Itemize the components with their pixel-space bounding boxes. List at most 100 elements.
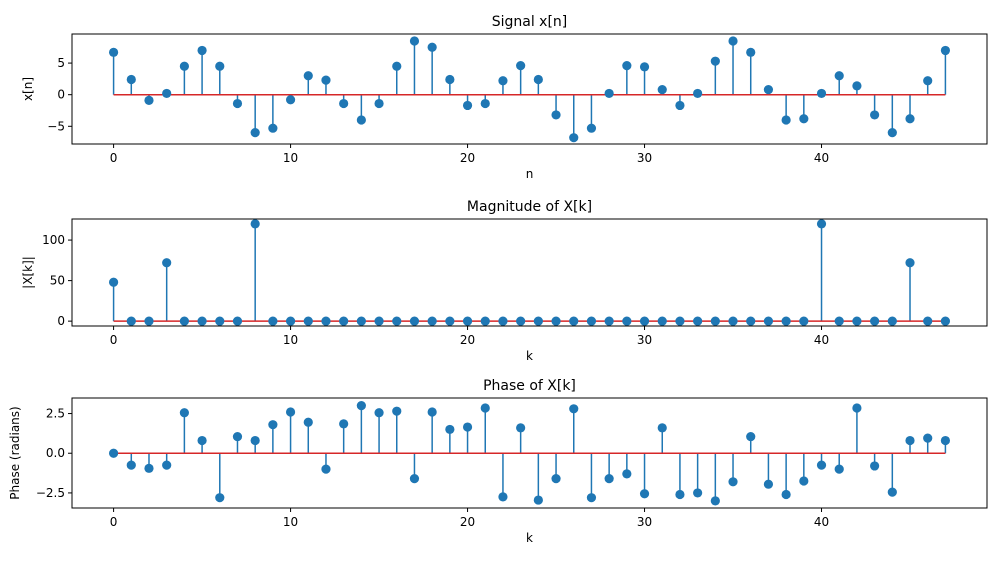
- x-tick-label: 20: [460, 515, 475, 529]
- chart-title: Signal x[n]: [492, 14, 568, 30]
- data-point: [905, 114, 915, 124]
- data-point: [657, 316, 667, 326]
- x-tick-label: 0: [110, 515, 118, 529]
- data-point: [445, 424, 455, 435]
- data-point: [675, 489, 685, 500]
- data-point: [392, 61, 402, 71]
- data-point: [462, 422, 473, 432]
- x-axis-label: n: [526, 167, 534, 181]
- data-point: [586, 123, 597, 133]
- axes-frame: [71, 218, 988, 327]
- subplot-3: 0 10 20 30 40 2.5 0.0 −2.5 Phase of X[k] k Phase (…: [8, 378, 988, 545]
- data-point: [834, 71, 844, 81]
- data-point: [693, 488, 703, 498]
- data-point: [480, 98, 490, 109]
- data-point: [923, 316, 933, 326]
- data-point: [923, 433, 933, 443]
- data-point: [816, 88, 827, 99]
- data-point: [728, 36, 738, 46]
- data-point: [162, 88, 172, 99]
- data-point: [108, 277, 119, 287]
- data-point: [639, 62, 650, 72]
- data-point: [905, 435, 915, 446]
- x-tick-label: 10: [283, 333, 298, 347]
- x-tick-label: 0: [110, 151, 118, 165]
- data-point: [728, 477, 738, 487]
- data-point: [268, 316, 278, 326]
- data-point: [409, 474, 420, 484]
- data-point: [179, 316, 189, 326]
- data-point: [285, 407, 296, 417]
- data-point: [427, 407, 437, 417]
- x-tick-label: 30: [637, 515, 652, 529]
- data-point: [887, 316, 897, 326]
- data-point: [710, 496, 720, 506]
- data-point: [551, 474, 561, 484]
- data-point: [799, 114, 809, 124]
- data-point: [232, 98, 243, 109]
- data-point: [923, 76, 933, 86]
- y-tick-label: 100: [42, 233, 65, 247]
- data-point: [693, 316, 703, 326]
- data-point: [622, 469, 632, 479]
- data-point: [622, 61, 632, 71]
- data-point: [746, 316, 756, 326]
- data-point: [427, 316, 437, 326]
- data-point: [250, 219, 260, 229]
- chart-title: Phase of X[k]: [483, 378, 576, 394]
- y-axis-label: |X[k]|: [21, 256, 35, 289]
- data-point: [870, 110, 880, 120]
- x-axis-label: k: [526, 531, 533, 545]
- data-point: [516, 316, 526, 326]
- data-point: [586, 316, 597, 326]
- x-tick-label: 10: [283, 151, 298, 165]
- data-point: [799, 316, 809, 326]
- data-point: [197, 45, 207, 56]
- y-tick-label: 0.0: [46, 446, 65, 460]
- data-point: [816, 219, 827, 229]
- y-tick-label: 2.5: [46, 407, 65, 421]
- x-tick-label: 0: [110, 333, 118, 347]
- data-point: [126, 316, 136, 326]
- data-point: [675, 100, 685, 111]
- data-point: [303, 316, 313, 326]
- data-point: [781, 316, 791, 326]
- y-axis-label: Phase (radians): [8, 406, 22, 499]
- data-point: [321, 75, 331, 85]
- data-point: [179, 61, 189, 71]
- data-point: [834, 464, 844, 474]
- data-point: [250, 435, 260, 446]
- data-point: [356, 115, 366, 125]
- data-point: [852, 316, 862, 326]
- data-point: [232, 316, 243, 326]
- data-point: [533, 316, 543, 326]
- x-tick-label: 10: [283, 515, 298, 529]
- data-point: [356, 316, 366, 326]
- data-point: [746, 47, 756, 57]
- data-point: [639, 489, 650, 499]
- data-point: [905, 258, 915, 268]
- data-point: [285, 95, 296, 105]
- data-point: [799, 476, 809, 486]
- data-point: [268, 123, 278, 133]
- data-point: [498, 316, 508, 326]
- data-point: [462, 316, 473, 326]
- data-point: [870, 461, 880, 471]
- data-point: [763, 479, 774, 489]
- data-point: [480, 403, 490, 413]
- data-point: [321, 316, 331, 326]
- x-tick-label: 20: [460, 333, 475, 347]
- data-point: [710, 56, 720, 66]
- data-point: [533, 495, 543, 505]
- data-point: [763, 316, 774, 326]
- chart-title: Magnitude of X[k]: [467, 199, 592, 215]
- data-point: [604, 88, 614, 99]
- data-point: [551, 316, 561, 326]
- x-tick-label: 40: [814, 333, 829, 347]
- data-point: [144, 316, 154, 326]
- y-tick-label: 50: [50, 274, 65, 288]
- data-point: [887, 487, 897, 497]
- data-point: [409, 316, 420, 326]
- data-point: [215, 316, 225, 326]
- x-tick-label: 40: [814, 515, 829, 529]
